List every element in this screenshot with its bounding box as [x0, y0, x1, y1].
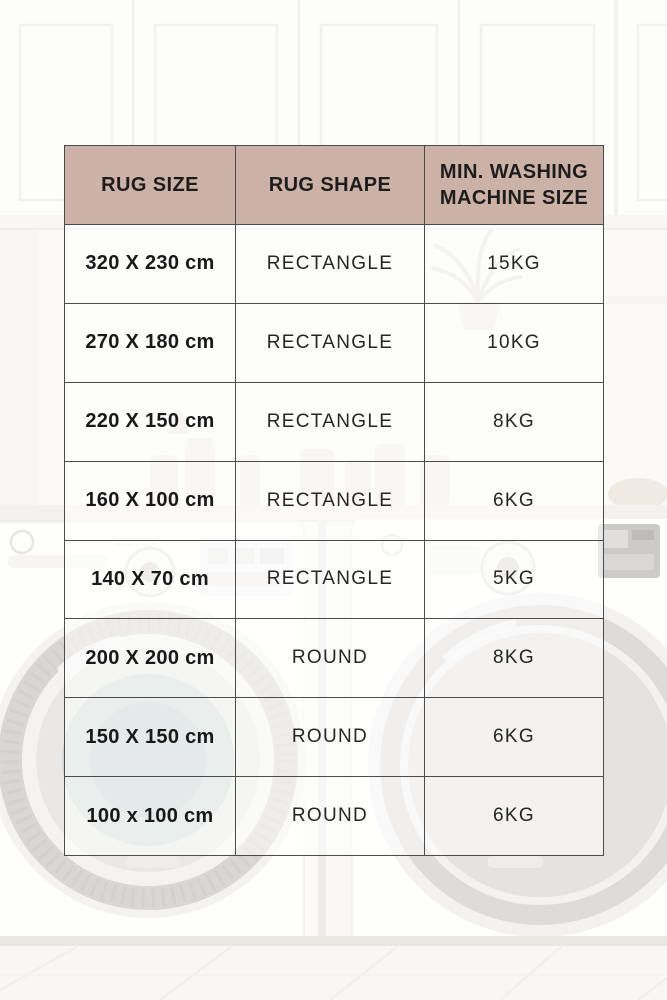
- table-row: 220 X 150 cm RECTANGLE 8KG: [64, 381, 604, 462]
- rug-shape-cell: RECTANGLE: [235, 224, 425, 304]
- rug-shape-cell: ROUND: [235, 697, 425, 778]
- rug-size-table: RUG SIZE RUG SHAPE MIN. WASHING MACHINE …: [64, 145, 604, 856]
- rug-size-cell: 200 X 200 cm: [64, 618, 236, 699]
- rug-size-cell: 140 X 70 cm: [64, 539, 236, 620]
- rug-shape-cell: RECTANGLE: [235, 381, 425, 462]
- machine-size-cell: 15KG: [424, 224, 604, 304]
- machine-size-cell: 6KG: [424, 697, 604, 778]
- table-row: 200 X 200 cm ROUND 8KG: [64, 618, 604, 699]
- rug-size-cell: 320 X 230 cm: [64, 224, 236, 304]
- table-row: 150 X 150 cm ROUND 6KG: [64, 697, 604, 778]
- rug-shape-cell: RECTANGLE: [235, 302, 425, 383]
- table-row: 140 X 70 cm RECTANGLE 5KG: [64, 539, 604, 620]
- header-rug-size: RUG SIZE: [64, 145, 236, 225]
- machine-size-cell: 6KG: [424, 460, 604, 541]
- rug-shape-cell: RECTANGLE: [235, 460, 425, 541]
- rug-shape-cell: RECTANGLE: [235, 539, 425, 620]
- header-machine-size: MIN. WASHING MACHINE SIZE: [424, 145, 604, 225]
- machine-size-cell: 6KG: [424, 776, 604, 856]
- rug-size-cell: 150 X 150 cm: [64, 697, 236, 778]
- rug-size-cell: 100 x 100 cm: [64, 776, 236, 856]
- machine-size-cell: 10KG: [424, 302, 604, 383]
- rug-shape-cell: ROUND: [235, 776, 425, 856]
- rug-size-cell: 270 X 180 cm: [64, 302, 236, 383]
- rug-size-cell: 160 X 100 cm: [64, 460, 236, 541]
- table-row: 320 X 230 cm RECTANGLE 15KG: [64, 224, 604, 304]
- rug-shape-cell: ROUND: [235, 618, 425, 699]
- machine-size-cell: 8KG: [424, 618, 604, 699]
- machine-size-cell: 5KG: [424, 539, 604, 620]
- rug-size-cell: 220 X 150 cm: [64, 381, 236, 462]
- table-row: 160 X 100 cm RECTANGLE 6KG: [64, 460, 604, 541]
- header-row: RUG SIZE RUG SHAPE MIN. WASHING MACHINE …: [64, 145, 604, 225]
- header-rug-shape: RUG SHAPE: [235, 145, 425, 225]
- table-row: 100 x 100 cm ROUND 6KG: [64, 776, 604, 856]
- machine-size-cell: 8KG: [424, 381, 604, 462]
- table-row: 270 X 180 cm RECTANGLE 10KG: [64, 302, 604, 383]
